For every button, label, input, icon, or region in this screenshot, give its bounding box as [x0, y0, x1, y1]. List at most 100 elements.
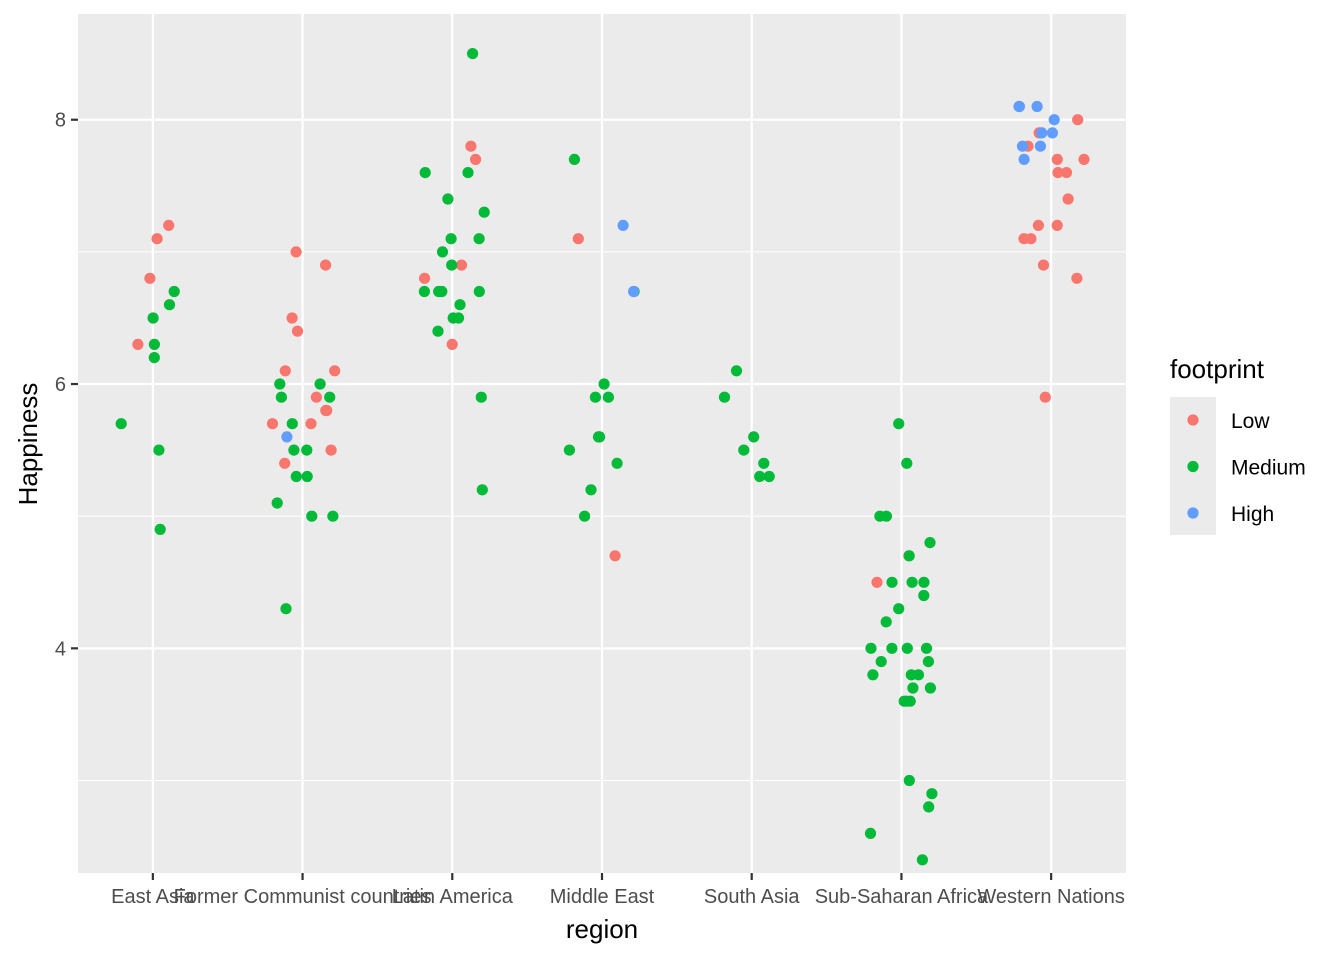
data-point [446, 259, 458, 271]
data-point [1048, 114, 1060, 126]
legend-key-high [1187, 507, 1199, 519]
data-point [470, 153, 482, 165]
data-points [115, 48, 1090, 866]
data-point [478, 206, 490, 218]
x-tick-label: South Asia [704, 886, 801, 908]
data-point [310, 391, 322, 403]
data-point [144, 272, 156, 284]
data-point [286, 312, 298, 324]
data-point [291, 325, 304, 337]
data-point [329, 365, 341, 377]
data-point [901, 642, 913, 654]
data-point [325, 444, 337, 456]
data-point [611, 457, 623, 469]
data-point [763, 470, 775, 483]
data-point [320, 259, 332, 271]
data-point [281, 431, 293, 443]
legend-title: footprint [1170, 354, 1265, 384]
data-point [324, 391, 336, 403]
data-point [280, 603, 292, 615]
data-point [924, 682, 937, 694]
x-tick-label: Middle East [550, 886, 655, 908]
data-point [279, 457, 291, 469]
data-point [320, 404, 332, 417]
data-point [115, 418, 127, 430]
y-tick-label: 8 [55, 110, 66, 132]
data-point [864, 827, 877, 840]
legend-label: Medium [1231, 457, 1306, 480]
legend-label: Low [1231, 410, 1270, 433]
x-tick-label: Western Nations [977, 886, 1124, 908]
data-point [1032, 219, 1044, 231]
data-point [563, 444, 576, 456]
data-point [865, 642, 877, 654]
data-point [305, 418, 317, 430]
data-point [907, 682, 919, 694]
data-point [893, 603, 905, 615]
data-point [718, 391, 731, 403]
data-point [301, 470, 313, 483]
data-point [579, 510, 591, 522]
y-tick-label: 6 [55, 374, 66, 396]
data-point [1031, 100, 1043, 113]
data-point [163, 219, 175, 231]
data-point [926, 788, 938, 800]
data-point [290, 246, 302, 258]
data-point [476, 484, 488, 496]
data-point [1052, 167, 1064, 179]
data-point [1037, 259, 1050, 271]
data-point [445, 233, 457, 245]
data-point [274, 378, 286, 390]
y-tick-label: 4 [55, 638, 66, 660]
data-point [436, 246, 449, 258]
data-point [286, 418, 298, 430]
data-point [1034, 140, 1046, 152]
data-point [1062, 193, 1074, 205]
data-point [594, 431, 606, 443]
data-point [1060, 167, 1073, 179]
data-point [465, 140, 477, 152]
data-point [1013, 100, 1025, 113]
data-point [475, 391, 487, 403]
data-point [918, 576, 930, 588]
data-point [568, 153, 581, 165]
x-tick-label: Former Communist countries [174, 886, 432, 908]
data-point [151, 233, 163, 245]
grid-major [78, 14, 1126, 873]
data-point [419, 272, 431, 284]
data-point [447, 312, 459, 324]
data-point [432, 325, 444, 337]
data-point [893, 418, 905, 430]
data-point [1051, 219, 1063, 231]
data-point [903, 550, 915, 562]
data-point [875, 656, 887, 668]
data-point [867, 669, 879, 681]
data-point [906, 576, 918, 588]
data-point [598, 378, 610, 390]
data-point [473, 233, 485, 245]
data-point [628, 285, 640, 298]
data-point [419, 167, 431, 179]
data-point [871, 576, 883, 588]
data-point [1018, 233, 1030, 245]
legend-key-low [1187, 414, 1199, 426]
data-point [266, 418, 279, 430]
data-point [754, 470, 766, 483]
data-point [1051, 153, 1063, 165]
y-axis: 4 6 8 [55, 110, 78, 660]
data-point [617, 219, 629, 231]
data-point [271, 497, 283, 509]
data-point [1046, 127, 1058, 139]
data-point [924, 537, 936, 549]
data-point [880, 616, 892, 628]
data-point [758, 457, 770, 469]
data-point [1039, 391, 1051, 403]
data-point [730, 365, 743, 377]
data-point [886, 642, 898, 654]
data-point [1072, 114, 1084, 126]
data-point [290, 470, 302, 483]
data-point [609, 550, 621, 562]
y-axis-title: Happiness [13, 383, 43, 506]
x-tick-label: Latin America [392, 886, 514, 908]
